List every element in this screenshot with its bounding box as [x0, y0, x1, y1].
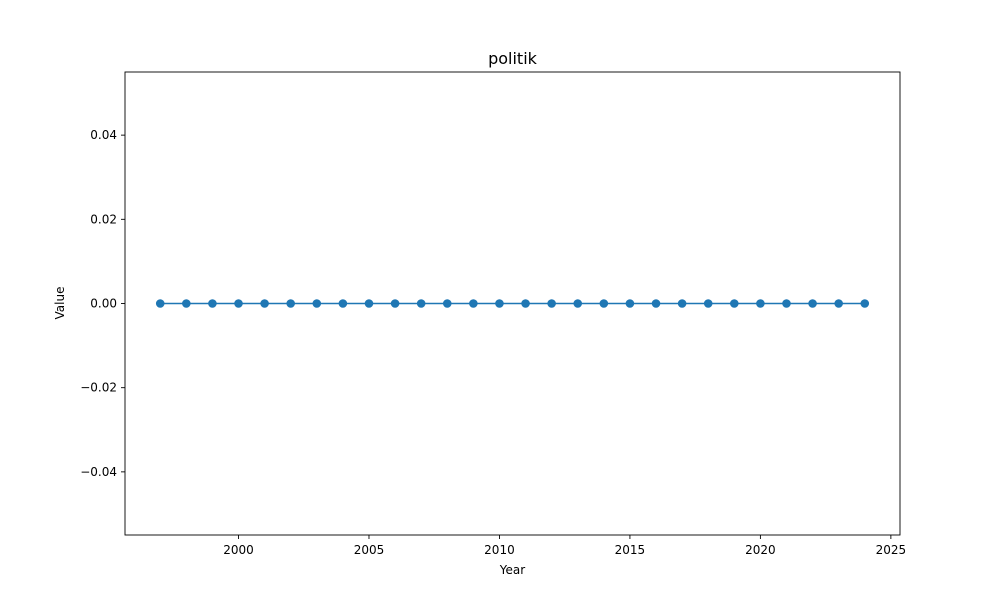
y-tick-label: −0.02	[80, 381, 117, 395]
chart-title: politik	[488, 49, 538, 68]
data-point	[312, 299, 322, 308]
y-tick-label: 0.04	[90, 128, 117, 142]
data-point	[208, 299, 217, 308]
plot-area: 2000 2005 2010 2015 2020 2025 −0.04 −0.02 0.00 0.…	[80, 71, 907, 557]
data-point	[625, 299, 635, 308]
y-tick-label: −0.04	[80, 465, 117, 479]
data-point	[469, 299, 478, 308]
data-point	[442, 299, 452, 308]
data-point	[730, 299, 739, 308]
data-point	[808, 299, 817, 308]
data-point	[677, 299, 687, 308]
data-point	[521, 299, 530, 308]
data-point	[860, 299, 870, 308]
data-point	[416, 299, 426, 308]
data-point	[756, 299, 765, 308]
data-point	[390, 299, 400, 308]
data-point	[599, 299, 609, 308]
data-point	[547, 299, 556, 308]
data-point	[182, 299, 191, 308]
data-point	[286, 299, 296, 308]
data-point	[260, 299, 269, 308]
data-point	[782, 299, 791, 308]
x-tick-label: 2025	[876, 543, 907, 557]
data-point	[234, 299, 243, 308]
data-point	[495, 299, 504, 308]
x-tick-label: 2015	[615, 543, 646, 557]
data-point	[834, 299, 843, 308]
x-axis-label: Year	[499, 563, 525, 577]
data-point	[338, 299, 348, 308]
data-point	[651, 299, 661, 308]
x-tick-label: 2000	[223, 543, 254, 557]
data-point	[573, 299, 583, 308]
data-point	[155, 299, 165, 308]
x-tick-label: 2020	[745, 543, 776, 557]
x-tick-label: 2010	[484, 543, 515, 557]
y-tick-label: 0.02	[90, 212, 117, 226]
data-point	[703, 299, 713, 308]
y-tick-label: 0.00	[90, 297, 117, 311]
data-point	[364, 299, 374, 308]
x-tick-label: 2005	[354, 543, 385, 557]
y-axis-label: Value	[53, 287, 67, 320]
